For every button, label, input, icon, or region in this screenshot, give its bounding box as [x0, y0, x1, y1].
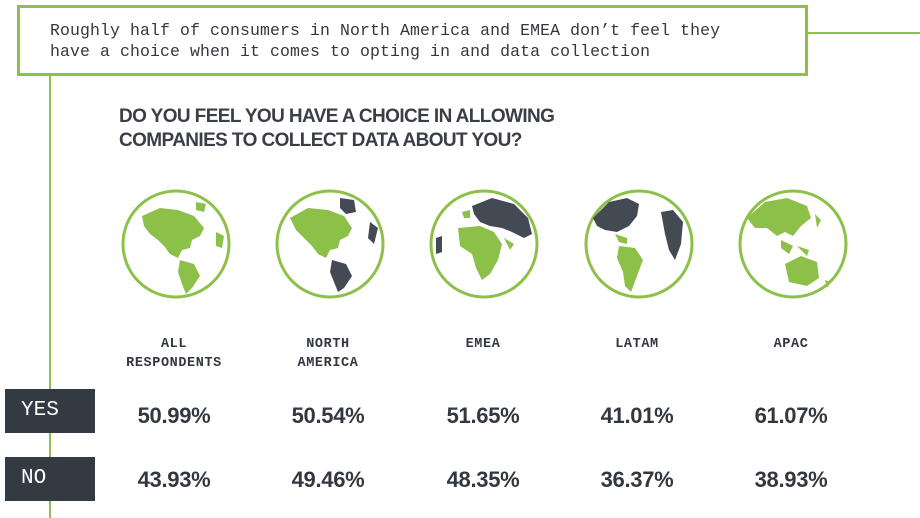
value-yes-all-respondents: 50.99%: [137, 403, 211, 428]
region-label-all-respondents: ALL RESPONDENTS: [99, 335, 249, 373]
value-yes-apac: 61.07%: [754, 403, 828, 428]
value-no-all-respondents: 43.93%: [137, 467, 211, 492]
value-no-latam: 36.37%: [600, 467, 674, 492]
region-label-line-2: RESPONDENTS: [126, 356, 222, 371]
region-label-line-1: ALL: [160, 337, 188, 352]
region-label-emea: EMEA: [408, 335, 558, 354]
region-label-north-america: NORTH AMERICA: [253, 335, 403, 373]
region-label-latam: LATAM: [562, 335, 712, 354]
row-label-yes: YES: [5, 389, 95, 433]
globe-north-america-icon: [275, 189, 385, 299]
value-no-north-america: 49.46%: [291, 467, 365, 492]
chart-title: DO YOU FEEL YOU HAVE A CHOICE IN ALLOWIN…: [119, 105, 555, 153]
globe-all-respondents-icon: [121, 189, 231, 299]
connector-line-horizontal: [808, 32, 920, 34]
value-yes-emea: 51.65%: [446, 403, 520, 428]
value-yes-north-america: 50.54%: [291, 403, 365, 428]
region-label-line-2: AMERICA: [297, 356, 359, 371]
callout-line-1: Roughly half of consumers in North Ameri…: [50, 21, 721, 40]
globe-emea-icon: [429, 189, 539, 299]
chart-title-line-1: DO YOU FEEL YOU HAVE A CHOICE IN ALLOWIN…: [119, 106, 555, 127]
globe-latam-icon: [584, 189, 694, 299]
chart-title-line-2: COMPANIES TO COLLECT DATA ABOUT YOU?: [119, 130, 522, 151]
region-label-line-1: APAC: [773, 337, 809, 352]
region-label-line-1: NORTH: [306, 337, 350, 352]
connector-line-vertical: [49, 76, 51, 518]
callout-box: Roughly half of consumers in North Ameri…: [17, 5, 808, 76]
region-label-line-1: EMEA: [465, 337, 501, 352]
value-no-apac: 38.93%: [754, 467, 828, 492]
callout-line-2: have a choice when it comes to opting in…: [50, 42, 651, 61]
row-label-no: NO: [5, 457, 95, 501]
value-yes-latam: 41.01%: [600, 403, 674, 428]
value-no-emea: 48.35%: [446, 467, 520, 492]
region-label-line-1: LATAM: [615, 337, 659, 352]
region-label-apac: APAC: [716, 335, 866, 354]
globe-apac-icon: [738, 189, 848, 299]
